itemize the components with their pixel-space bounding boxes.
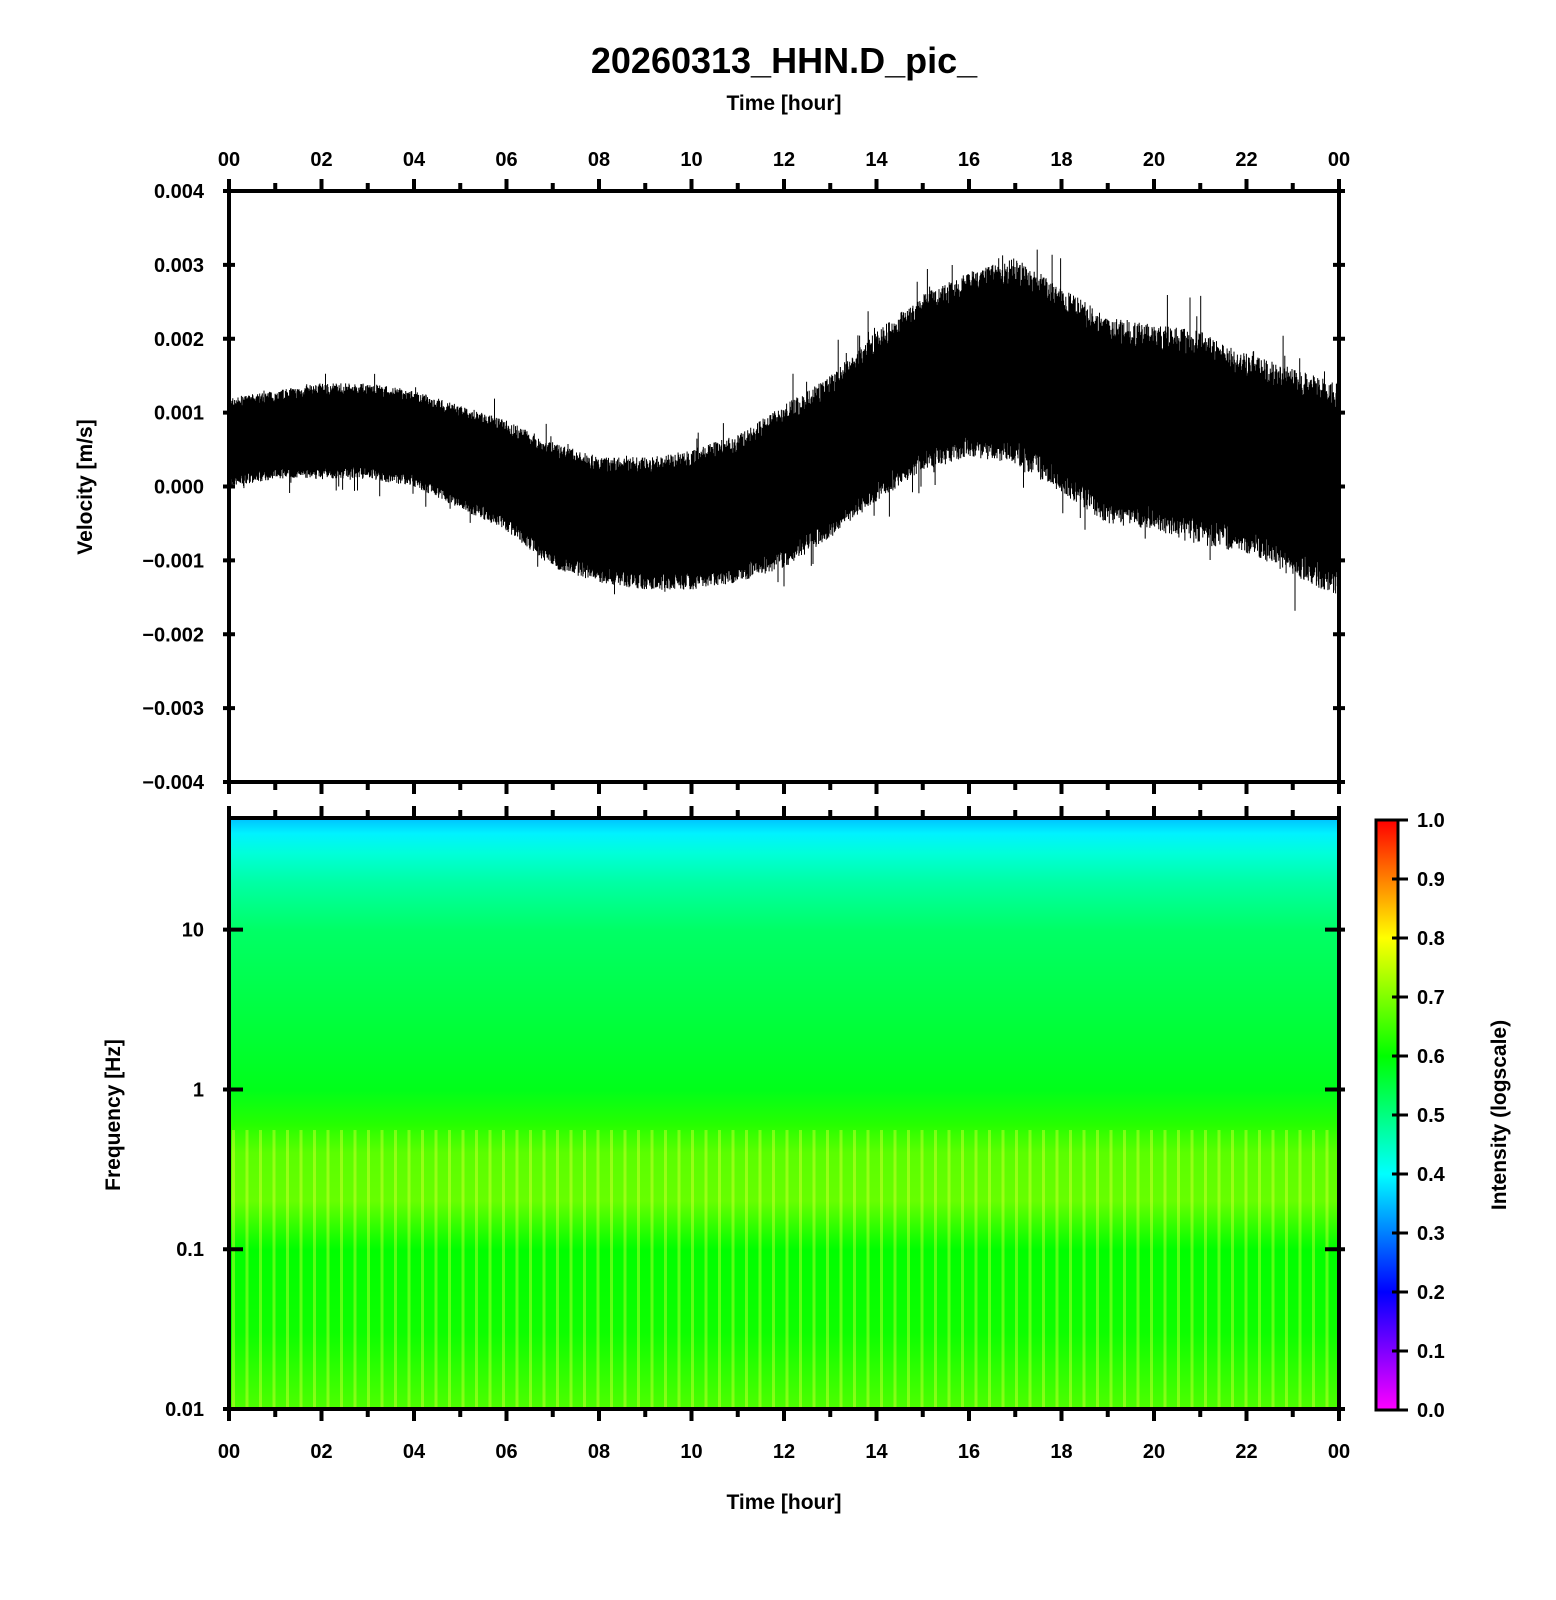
waveform-panel: 00 02 04 06 08 10 12 14 16 18 20 22 00 0.0040.0030.0… (74, 149, 1350, 794)
x-tick-label: 10 (680, 1441, 702, 1463)
y-tick-label: 0.003 (154, 255, 204, 277)
x-tick-label: 00 (1328, 1441, 1350, 1463)
colorbar-ticks (1392, 818, 1408, 1412)
waveform-core (229, 282, 1339, 574)
x-tick-label: 16 (958, 149, 980, 171)
colorbar-tick-label: 0.4 (1417, 1164, 1446, 1186)
waveform-x-tick-labels: 00 02 04 06 08 10 12 14 16 18 20 22 00 (218, 149, 1350, 171)
x-tick-label: 20 (1143, 149, 1165, 171)
x-tick-label: 22 (1235, 149, 1257, 171)
x-tick-label: 00 (218, 149, 240, 171)
y-tick-label: −0.003 (142, 698, 204, 720)
waveform-y-axis-label: Velocity [m/s] (74, 419, 97, 554)
x-tick-label: 08 (588, 1441, 610, 1463)
x-tick-label: 02 (310, 149, 332, 171)
spectrogram-x-tick-labels: 00 02 04 06 08 10 12 14 16 18 20 22 00 (218, 1441, 1350, 1463)
x-tick-label: 04 (403, 149, 426, 171)
x-tick-label: 14 (865, 1441, 888, 1463)
spectrogram-y-tick-labels: 10 1 0.1 0.01 (165, 920, 204, 1421)
colorbar-tick-label: 0.0 (1417, 1400, 1445, 1422)
x-tick-label: 16 (958, 1441, 980, 1463)
spectrogram-y-axis-label: Frequency [Hz] (102, 1039, 125, 1191)
y-tick-label: 0.002 (154, 329, 204, 351)
colorbar-label: Intensity (logscale) (1488, 1020, 1511, 1210)
x-tick-label: 22 (1235, 1441, 1257, 1463)
x-tick-label: 06 (495, 1441, 517, 1463)
x-tick-label: 00 (1328, 149, 1350, 171)
x-tick-label: 18 (1050, 149, 1072, 171)
waveform-bottom-ticks (227, 782, 1341, 794)
spectrogram-top-ticks (227, 806, 1341, 818)
colorbar-tick-label: 0.7 (1417, 987, 1445, 1009)
colorbar-tick-label: 0.8 (1417, 928, 1445, 950)
x-tick-label: 12 (773, 1441, 795, 1463)
y-tick-label: −0.002 (142, 624, 204, 646)
waveform-trace (229, 249, 1339, 611)
spectrogram-panel: 00 02 04 06 08 10 12 14 16 18 20 22 00 10 1 0.1 0.01 Fr… (102, 806, 1350, 1514)
x-tick-label: 02 (310, 1441, 332, 1463)
colorbar-tick-label: 0.2 (1417, 1282, 1445, 1304)
y-tick-label: 1 (193, 1079, 204, 1101)
colorbar-tick-label: 0.6 (1417, 1046, 1445, 1068)
x-tick-label: 04 (403, 1441, 426, 1463)
colorbar-tick-label: 0.9 (1417, 869, 1445, 891)
x-tick-label: 12 (773, 149, 795, 171)
colorbar-tick-labels: 1.0 0.9 0.8 0.7 0.6 0.5 0.4 0.3 0.2 0.1 0.0 (1417, 810, 1446, 1422)
top-x-axis-label: Time [hour] (726, 92, 841, 115)
y-tick-label: −0.001 (142, 550, 204, 572)
spectrogram-bottom-ticks (227, 1409, 1341, 1421)
colorbar-tick-label: 0.5 (1417, 1105, 1445, 1127)
waveform-y-tick-labels: 0.004 0.003 0.002 0.001 0.000 −0.001 −0.002 −0.… (142, 181, 205, 794)
x-tick-label: 00 (218, 1441, 240, 1463)
waveform-y-ticks (223, 189, 1345, 784)
x-tick-label: 18 (1050, 1441, 1072, 1463)
colorbar-tick-label: 0.3 (1417, 1223, 1445, 1245)
chart-title: 20260313_HHN.D_pic_ (591, 40, 978, 81)
y-tick-label: −0.004 (142, 772, 205, 794)
x-tick-label: 10 (680, 149, 702, 171)
x-tick-label: 08 (588, 149, 610, 171)
y-tick-label: 0.000 (154, 477, 204, 499)
colorbar-tick-label: 0.1 (1417, 1341, 1445, 1363)
spectrogram-y-ticks (223, 927, 1345, 1411)
bottom-x-axis-label: Time [hour] (726, 1491, 841, 1514)
y-tick-label: 10 (182, 920, 204, 942)
y-tick-label: 0.004 (154, 181, 205, 203)
spectrogram-stripes (229, 1130, 1339, 1409)
colorbar-tick-label: 1.0 (1417, 810, 1445, 832)
waveform-top-ticks (227, 179, 1341, 191)
y-tick-label: 0.01 (165, 1399, 204, 1421)
x-tick-label: 14 (865, 149, 888, 171)
x-tick-label: 20 (1143, 1441, 1165, 1463)
x-tick-label: 06 (495, 149, 517, 171)
colorbar: 1.0 0.9 0.8 0.7 0.6 0.5 0.4 0.3 0.2 0.1 0.0 Intens… (1374, 810, 1511, 1422)
y-tick-label: 0.1 (176, 1239, 204, 1261)
y-tick-label: 0.001 (154, 403, 204, 425)
